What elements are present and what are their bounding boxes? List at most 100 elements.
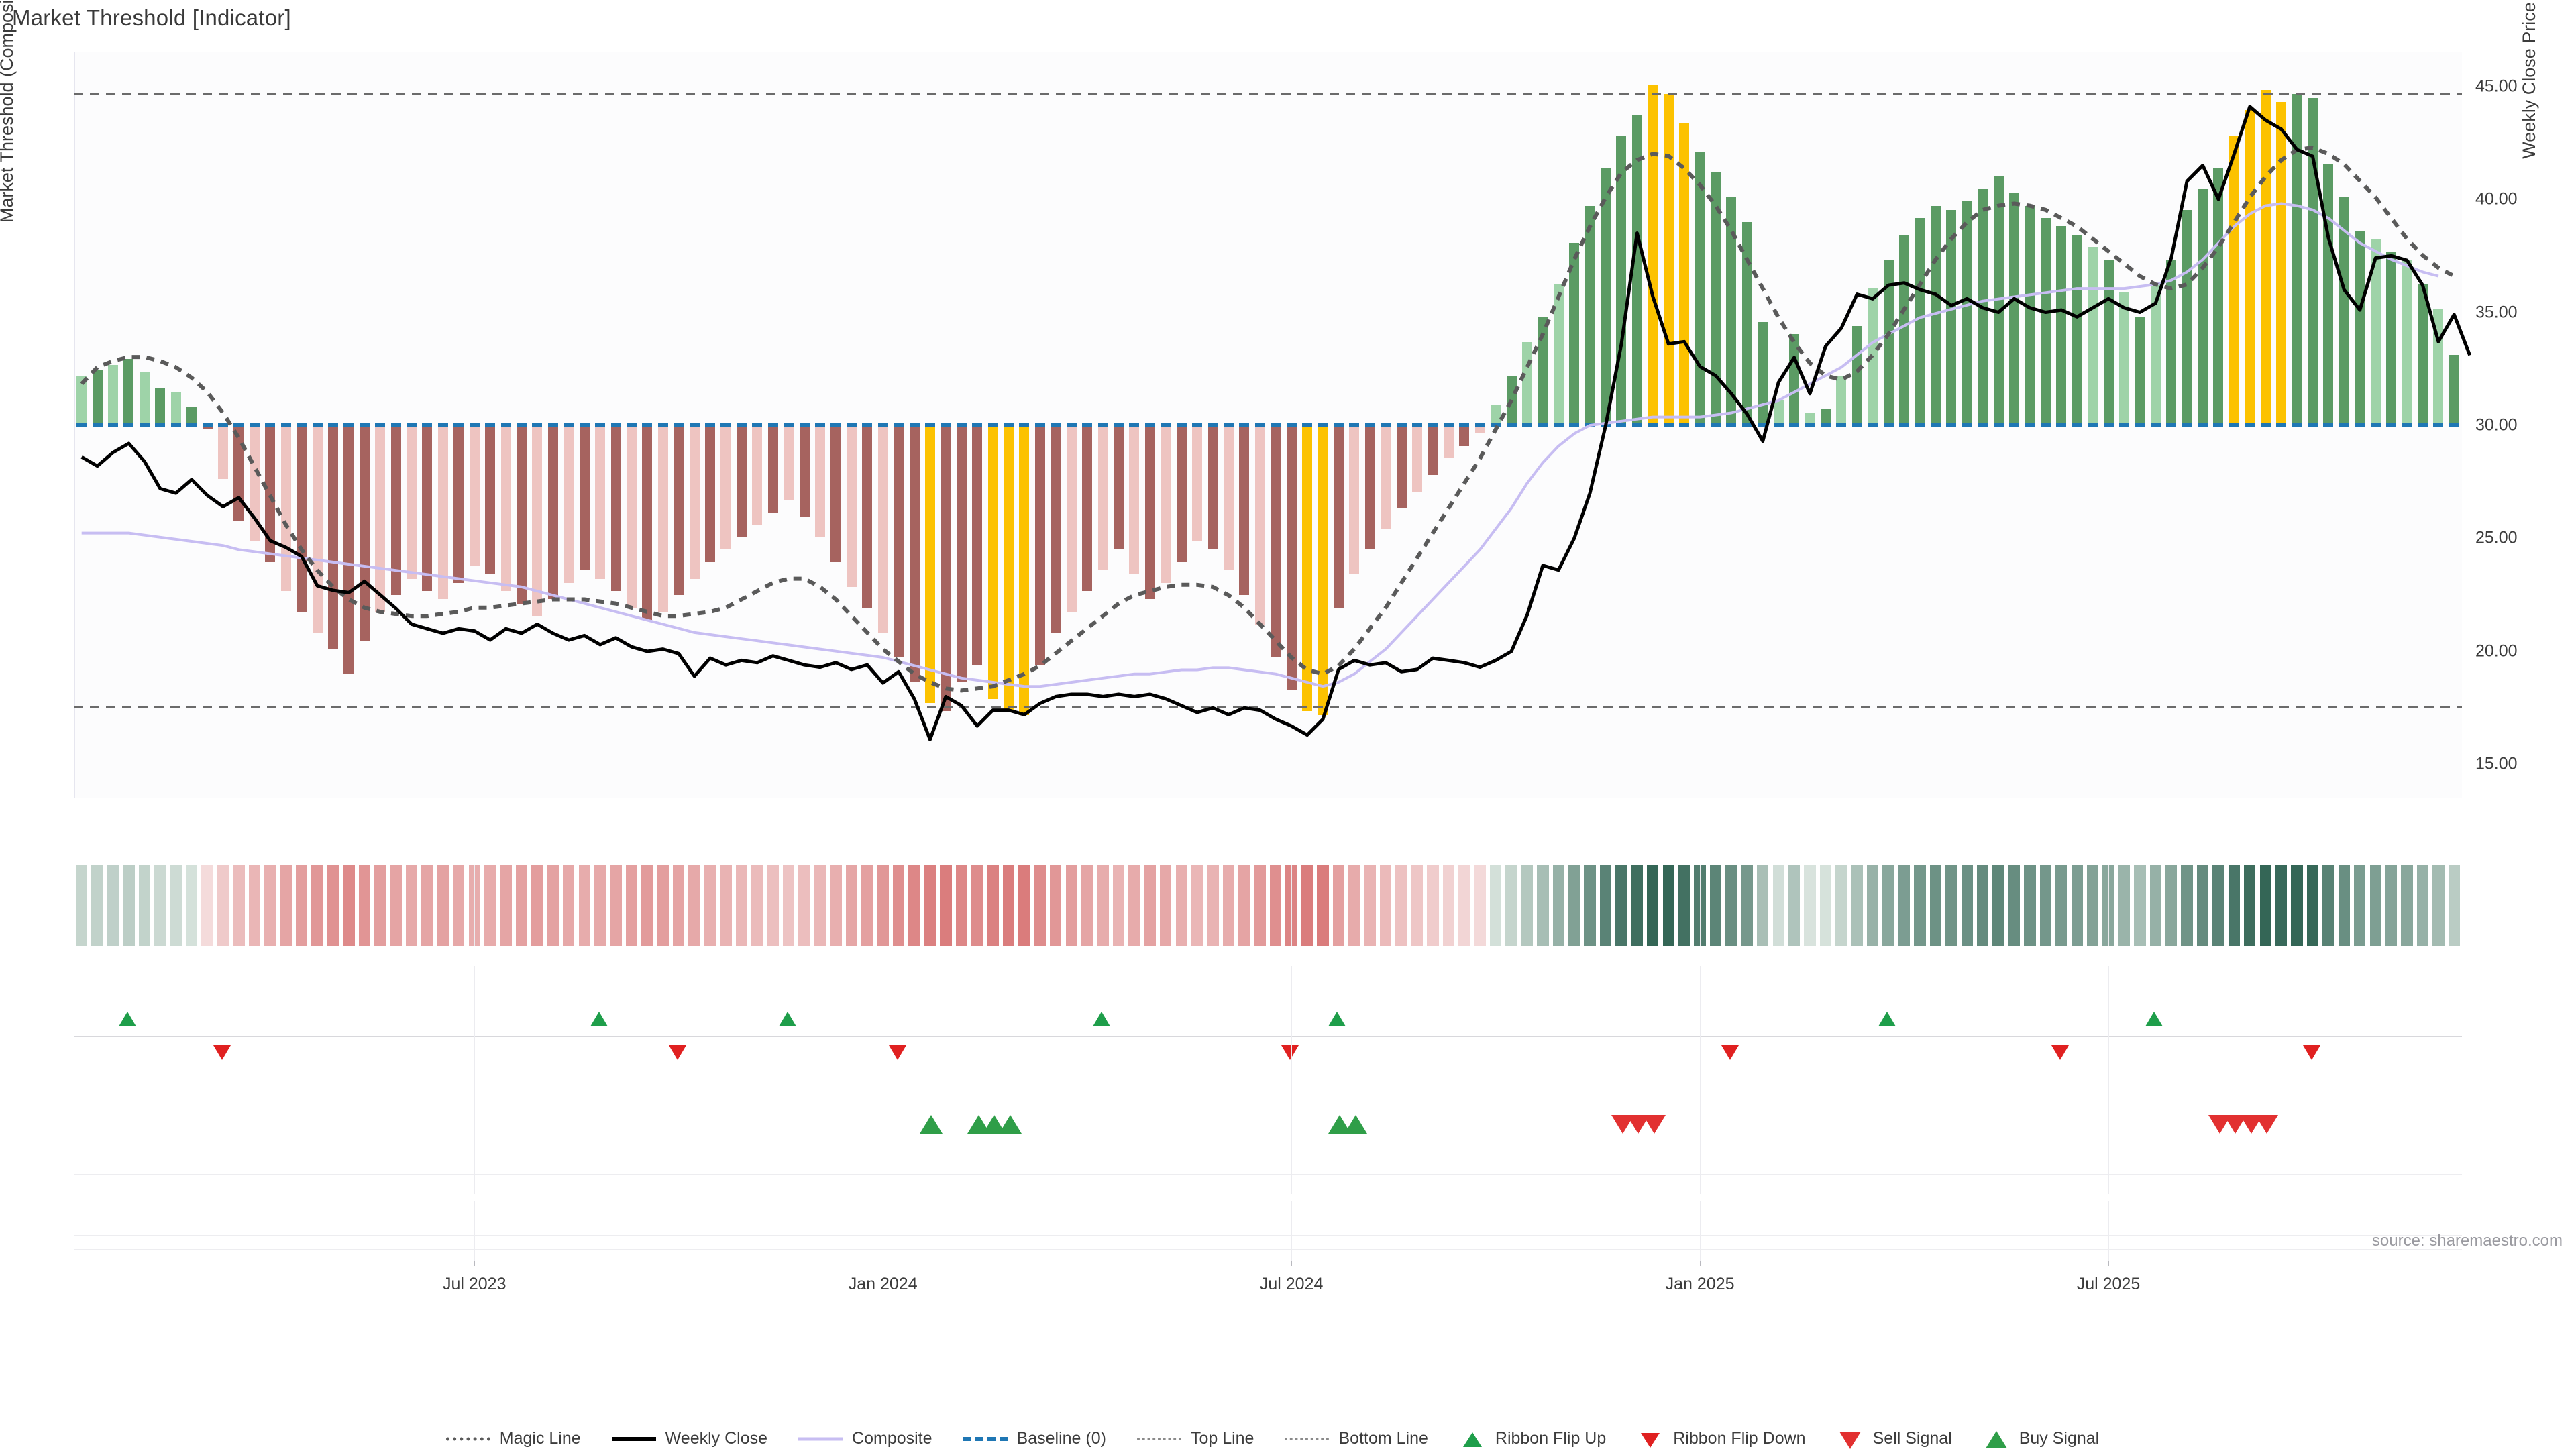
- baseline-dash: [202, 423, 213, 427]
- composite-bar: [1129, 425, 1140, 575]
- ribbon-cell: [1128, 865, 1140, 946]
- baseline-dash: [2182, 423, 2192, 427]
- legend-item-baseline-0[interactable]: Baseline (0): [963, 1429, 1106, 1448]
- ribbon-cell: [264, 865, 276, 946]
- baseline-dash: [1553, 423, 1564, 427]
- composite-bar: [784, 425, 794, 500]
- baseline-dash: [564, 423, 574, 427]
- composite-bar: [1239, 425, 1250, 596]
- x-tick-label: Jul 2023: [442, 1275, 506, 1293]
- legend-item-weekly-close[interactable]: Weekly Close: [611, 1429, 767, 1448]
- ribbon-cell: [2055, 865, 2068, 946]
- composite-bar: [941, 425, 951, 712]
- composite-bar: [1176, 425, 1187, 562]
- composite-bar: [1114, 425, 1124, 550]
- composite-bar: [2009, 193, 2019, 425]
- ribbon-cell: [2024, 865, 2036, 946]
- composite-bar: [1851, 325, 1862, 425]
- composite-bar: [1538, 317, 1548, 425]
- baseline-dash: [862, 423, 873, 427]
- ribbon-cell: [1757, 865, 1769, 946]
- buy-signal-marker: [1344, 1115, 1367, 1134]
- composite-bar: [815, 425, 825, 537]
- ribbon-cell: [2008, 865, 2021, 946]
- ribbon-cell: [1929, 865, 1942, 946]
- sell-signal-marker: [2255, 1115, 2279, 1134]
- ribbon-cell: [2196, 865, 2209, 946]
- baseline-dash: [2009, 423, 2019, 427]
- composite-bar: [2370, 239, 2381, 425]
- ribbon-cell: [1364, 865, 1376, 946]
- baseline-dash: [1883, 423, 1894, 427]
- legend-item-ribbon-flip-down[interactable]: Ribbon Flip Down: [1637, 1429, 1806, 1448]
- page-title: Market Threshold [Indicator]: [12, 5, 291, 30]
- composite-bar: [1459, 425, 1470, 446]
- x-grid-segment: [1700, 1201, 1701, 1261]
- ribbon-cell: [2244, 865, 2256, 946]
- baseline-dash: [139, 423, 150, 427]
- composite-bar: [1553, 284, 1564, 425]
- marker-row-divider-2: [74, 1174, 2462, 1175]
- main-plot: [74, 52, 2472, 798]
- composite-bar: [1208, 425, 1218, 550]
- ribbon-cell: [924, 865, 936, 946]
- baseline-dash: [610, 423, 621, 427]
- baseline-dash: [1176, 423, 1187, 427]
- ribbon-cell: [2338, 865, 2350, 946]
- legend-item-buy-signal[interactable]: Buy Signal: [1983, 1429, 2099, 1448]
- legend-item-magic-line[interactable]: Magic Line: [445, 1429, 581, 1448]
- ribbon-cell: [1678, 865, 1690, 946]
- baseline-dash: [1364, 423, 1375, 427]
- baseline-dash: [2150, 423, 2161, 427]
- ribbon-cell: [2369, 865, 2381, 946]
- y-axis-left-label: Market Threshold (Composite): [0, 0, 17, 223]
- y-tick-right: 45.00: [2475, 76, 2518, 96]
- ribbon-cell: [1914, 865, 1926, 946]
- composite-bar: [1569, 243, 1580, 425]
- composite-bar: [862, 425, 873, 608]
- signal-markers: [74, 966, 2462, 1194]
- baseline-dash: [2449, 423, 2459, 427]
- baseline-dash: [784, 423, 794, 427]
- ribbon-cell: [374, 865, 386, 946]
- baseline-dash: [2339, 423, 2349, 427]
- composite-bar: [2088, 247, 2098, 425]
- composite-bar: [1144, 425, 1155, 600]
- baseline-dash: [1616, 423, 1627, 427]
- ribbon-cell: [500, 865, 512, 946]
- ribbon-cell: [1160, 865, 1172, 946]
- legend-item-ribbon-flip-up[interactable]: Ribbon Flip Up: [1459, 1429, 1606, 1448]
- ribbon-cell: [1647, 865, 1659, 946]
- ribbon-cell: [735, 865, 748, 946]
- legend-item-composite[interactable]: Composite: [798, 1429, 932, 1448]
- ribbon-cell: [515, 865, 528, 946]
- weekly-close-line: [80, 105, 2472, 741]
- legend-item-bottom-line[interactable]: Bottom Line: [1285, 1429, 1428, 1448]
- baseline-dash: [642, 423, 653, 427]
- tri-dn-big-icon: [1839, 1431, 1861, 1449]
- ribbon-cell: [1081, 865, 1093, 946]
- baseline-dash: [2245, 423, 2255, 427]
- ribbon-cell: [1002, 865, 1015, 946]
- ribbon-cell: [1694, 865, 1706, 946]
- ribbon-cell: [1976, 865, 1989, 946]
- ribbon-cell: [610, 865, 622, 946]
- ribbon-cell: [1191, 865, 1203, 946]
- ribbon-cell: [421, 865, 433, 946]
- composite-bar: [343, 425, 354, 674]
- composite-bar: [1019, 425, 1030, 716]
- legend-item-top-line[interactable]: Top Line: [1136, 1429, 1254, 1448]
- y-tick-right: 35.00: [2475, 303, 2518, 321]
- baseline-dash: [736, 423, 747, 427]
- composite-bar: [752, 425, 763, 525]
- composite-bar: [1396, 425, 1407, 508]
- x-grid-segment: [2108, 1201, 2110, 1261]
- baseline-dash: [877, 423, 888, 427]
- ribbon-cell: [390, 865, 402, 946]
- baseline-dash: [1349, 423, 1360, 427]
- composite-bar: [265, 425, 276, 562]
- baseline-dash: [532, 423, 543, 427]
- ribbon-cell: [751, 865, 763, 946]
- legend-item-sell-signal[interactable]: Sell Signal: [1837, 1429, 1952, 1449]
- ribbon-cell: [1207, 865, 1219, 946]
